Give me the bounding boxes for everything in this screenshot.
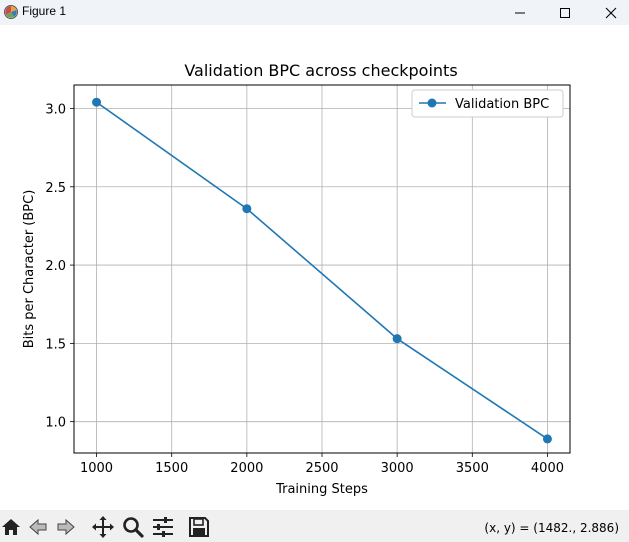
data-point <box>542 434 552 444</box>
maximize-icon <box>560 7 570 18</box>
forward-icon <box>57 518 75 536</box>
configure-subplots-icon <box>153 517 173 537</box>
line-chart: Validation BPC across checkpoints 1000 15… <box>22 61 571 497</box>
legend-box <box>411 89 564 118</box>
pan-icon <box>92 516 114 538</box>
y-tick-label: 1.5 <box>45 337 66 352</box>
series-group <box>92 97 552 444</box>
y-tick-label: 1.0 <box>45 416 66 431</box>
chart-title: Validation BPC across checkpoints <box>184 61 457 80</box>
data-point <box>92 97 102 107</box>
x-tick-label: 3000 <box>381 461 414 476</box>
y-tick-label: 2.5 <box>45 181 66 196</box>
save-button[interactable] <box>187 515 211 539</box>
data-point <box>392 334 402 344</box>
series-line <box>96 101 548 440</box>
home-icon <box>2 519 20 535</box>
window-titlebar: Figure 1 <box>0 0 629 25</box>
legend: Validation BPC <box>411 89 564 118</box>
save-icon <box>189 517 209 537</box>
maximize-button[interactable] <box>542 0 588 25</box>
forward-button[interactable] <box>54 515 78 539</box>
data-point <box>242 204 252 214</box>
figure-canvas[interactable]: Validation BPC across checkpoints 1000 15… <box>0 25 629 510</box>
cursor-coordinates: (x, y) = (1482., 2.886) <box>484 521 619 535</box>
legend-label: Validation BPC <box>455 97 549 112</box>
y-axis-label: Bits per Character (BPC) <box>22 190 37 349</box>
grid-lines <box>74 85 570 453</box>
x-tick-label: 2000 <box>230 461 263 476</box>
matplotlib-app-icon <box>4 5 18 19</box>
zoom-button[interactable] <box>121 515 145 539</box>
x-tick-label: 1500 <box>155 461 188 476</box>
x-axis-ticks: 1000 1500 2000 2500 3000 3500 4000 <box>80 453 564 476</box>
configure-subplots-button[interactable] <box>151 515 175 539</box>
close-button[interactable] <box>588 0 629 25</box>
back-button[interactable] <box>26 515 50 539</box>
x-tick-label: 4000 <box>531 461 564 476</box>
navigation-toolbar: (x, y) = (1482., 2.886) <box>0 510 629 542</box>
y-tick-label: 3.0 <box>45 102 66 117</box>
legend-marker <box>427 98 437 108</box>
minimize-icon <box>515 12 525 13</box>
minimize-button[interactable] <box>497 0 543 25</box>
x-axis-label: Training Steps <box>275 482 368 497</box>
window-title: Figure 1 <box>22 4 67 18</box>
y-tick-label: 2.0 <box>45 259 66 274</box>
zoom-icon <box>123 517 144 538</box>
x-tick-label: 3500 <box>456 461 489 476</box>
pan-button[interactable] <box>91 515 115 539</box>
back-icon <box>29 518 47 536</box>
home-button[interactable] <box>0 515 23 539</box>
y-axis-ticks: 1.0 1.5 2.0 2.5 3.0 <box>45 102 74 431</box>
x-tick-label: 1000 <box>80 461 113 476</box>
x-tick-label: 2500 <box>305 461 338 476</box>
close-icon <box>605 7 617 18</box>
